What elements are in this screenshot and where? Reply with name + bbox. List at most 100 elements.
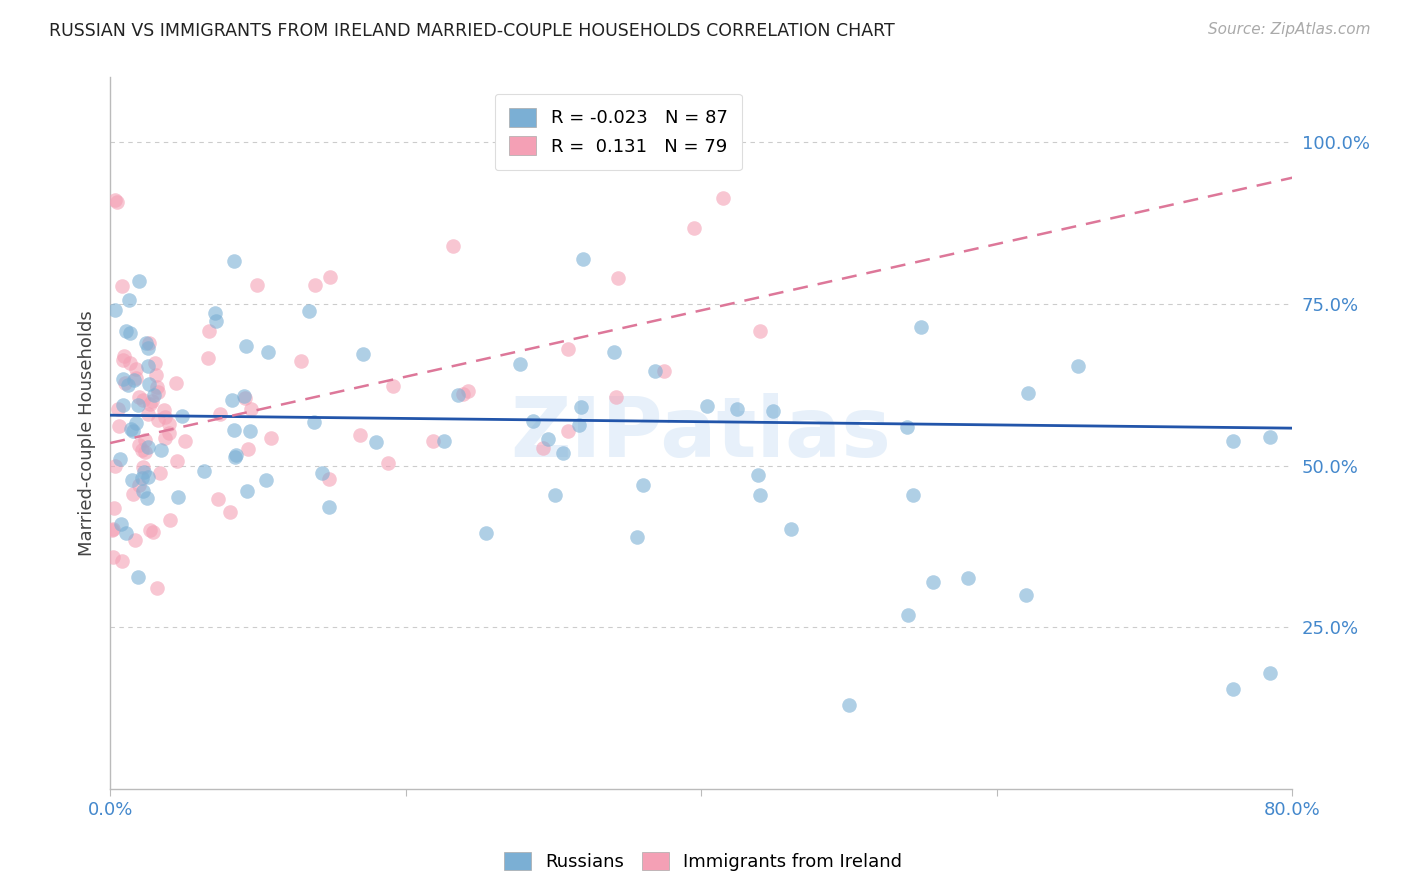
Immigrants from Ireland [105, 194, 128, 209]
Immigrants from Ireland [136, 407, 159, 421]
Russians [117, 378, 139, 392]
Russians [233, 389, 256, 403]
Immigrants from Ireland [457, 384, 479, 398]
Immigrants from Ireland [128, 391, 150, 405]
Immigrants from Ireland [749, 324, 772, 338]
Russians [433, 434, 456, 449]
Russians [225, 448, 247, 462]
Russians [132, 483, 155, 498]
Russians [235, 339, 257, 353]
Immigrants from Ireland [165, 376, 187, 391]
Russians [838, 698, 860, 712]
Russians [125, 416, 148, 430]
Immigrants from Ireland [711, 191, 734, 205]
Russians [696, 399, 718, 413]
Legend: Russians, Immigrants from Ireland: Russians, Immigrants from Ireland [496, 845, 910, 879]
Russians [112, 371, 135, 385]
Russians [603, 344, 626, 359]
Russians [910, 320, 932, 334]
Russians [112, 398, 135, 412]
Immigrants from Ireland [104, 458, 127, 473]
Russians [118, 293, 141, 307]
Russians [302, 415, 325, 429]
Immigrants from Ireland [132, 392, 155, 407]
Immigrants from Ireland [197, 351, 219, 366]
Russians [122, 373, 145, 387]
Russians [257, 345, 280, 359]
Immigrants from Ireland [422, 434, 444, 448]
Immigrants from Ireland [290, 354, 312, 368]
Immigrants from Ireland [134, 433, 156, 447]
Russians [136, 359, 159, 374]
Text: ZIPatlas: ZIPatlas [510, 392, 891, 474]
Russians [224, 253, 246, 268]
Russians [135, 491, 157, 506]
Immigrants from Ireland [207, 492, 229, 507]
Immigrants from Ireland [139, 523, 162, 537]
Immigrants from Ireland [138, 396, 160, 410]
Text: RUSSIAN VS IMMIGRANTS FROM IRELAND MARRIED-COUPLE HOUSEHOLDS CORRELATION CHART: RUSSIAN VS IMMIGRANTS FROM IRELAND MARRI… [49, 22, 896, 40]
Russians [298, 304, 321, 318]
Russians [572, 252, 595, 267]
Russians [748, 487, 770, 501]
Immigrants from Ireland [159, 513, 181, 527]
Immigrants from Ireland [157, 425, 180, 440]
Russians [725, 402, 748, 417]
Immigrants from Ireland [111, 554, 134, 568]
Russians [136, 469, 159, 483]
Russians [747, 467, 769, 482]
Immigrants from Ireland [142, 525, 165, 540]
Immigrants from Ireland [104, 194, 127, 208]
Russians [1258, 430, 1281, 444]
Immigrants from Ireland [260, 431, 283, 445]
Immigrants from Ireland [157, 417, 180, 432]
Russians [366, 435, 388, 450]
Russians [447, 388, 470, 402]
Immigrants from Ireland [125, 370, 148, 384]
Immigrants from Ireland [103, 500, 125, 515]
Russians [110, 451, 132, 466]
Immigrants from Ireland [112, 353, 135, 368]
Immigrants from Ireland [128, 438, 150, 452]
Immigrants from Ireland [120, 356, 142, 370]
Russians [166, 490, 188, 504]
Immigrants from Ireland [304, 277, 326, 292]
Immigrants from Ireland [103, 522, 125, 536]
Russians [569, 400, 592, 414]
Immigrants from Ireland [107, 401, 129, 416]
Immigrants from Ireland [138, 335, 160, 350]
Immigrants from Ireland [114, 376, 136, 391]
Immigrants from Ireland [377, 457, 399, 471]
Immigrants from Ireland [682, 221, 704, 235]
Immigrants from Ireland [531, 441, 554, 455]
Russians [537, 432, 560, 446]
Immigrants from Ireland [318, 472, 340, 486]
Russians [762, 404, 785, 418]
Russians [543, 488, 565, 502]
Russians [318, 500, 340, 515]
Y-axis label: Married-couple Households: Married-couple Households [79, 310, 96, 557]
Russians [1015, 588, 1038, 602]
Russians [1017, 385, 1039, 400]
Russians [1222, 434, 1244, 448]
Russians [193, 464, 215, 478]
Immigrants from Ireland [124, 533, 146, 548]
Russians [118, 326, 141, 340]
Russians [132, 465, 155, 479]
Russians [120, 422, 142, 436]
Russians [901, 488, 924, 502]
Immigrants from Ireland [149, 466, 172, 480]
Russians [221, 392, 243, 407]
Immigrants from Ireland [155, 431, 177, 445]
Russians [224, 424, 246, 438]
Immigrants from Ireland [557, 424, 579, 438]
Russians [551, 445, 574, 459]
Immigrants from Ireland [441, 239, 464, 253]
Immigrants from Ireland [101, 524, 124, 538]
Russians [135, 335, 157, 350]
Russians [239, 424, 262, 438]
Immigrants from Ireland [166, 454, 188, 468]
Russians [138, 376, 160, 391]
Russians [1222, 681, 1244, 696]
Immigrants from Ireland [153, 403, 176, 417]
